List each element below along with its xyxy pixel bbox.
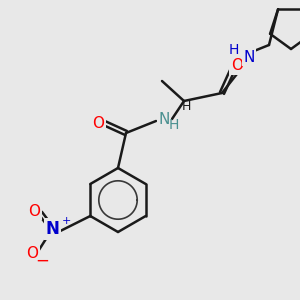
Text: H: H [229, 43, 239, 57]
Text: +: + [61, 216, 71, 226]
Text: O: O [26, 245, 38, 260]
Text: N: N [45, 220, 59, 238]
Text: H: H [181, 100, 191, 113]
Text: N: N [158, 112, 170, 127]
Text: O: O [28, 203, 40, 218]
Text: O: O [231, 58, 243, 74]
Text: O: O [92, 116, 104, 130]
Text: −: − [35, 252, 49, 270]
Text: N: N [243, 50, 255, 64]
Text: H: H [169, 118, 179, 132]
